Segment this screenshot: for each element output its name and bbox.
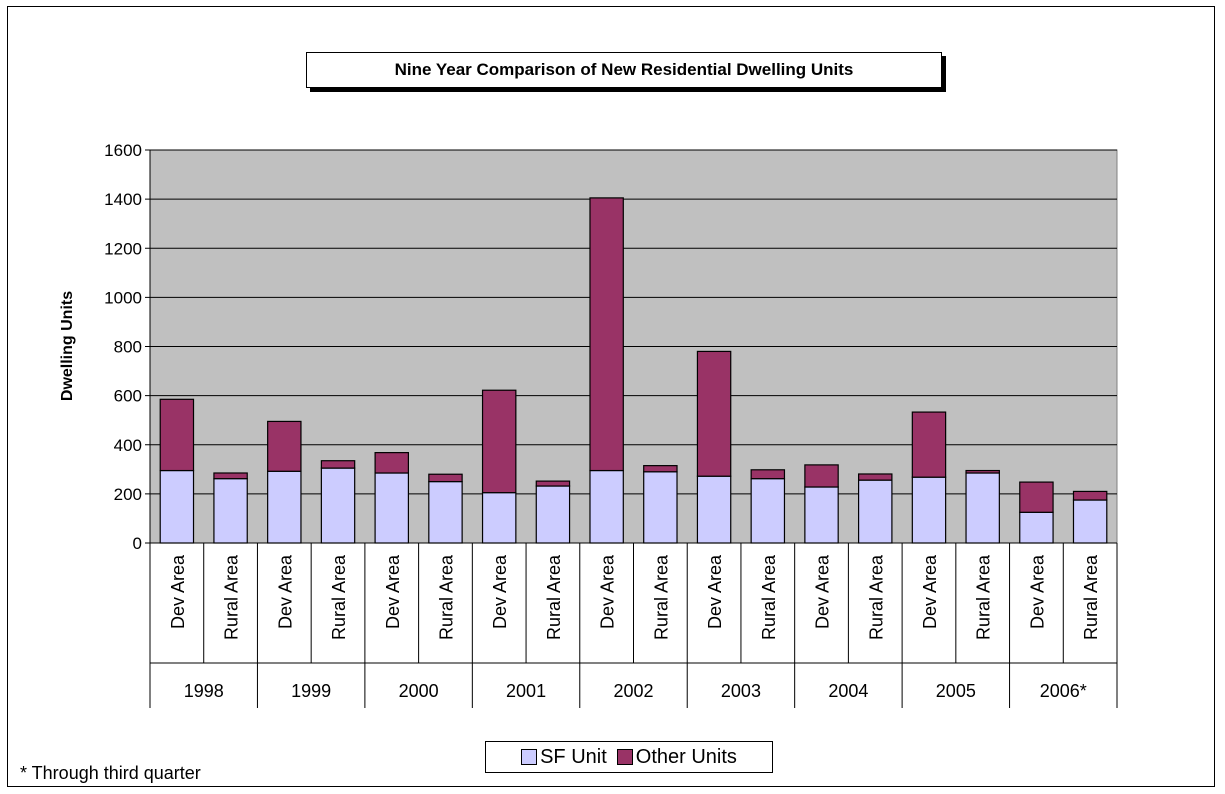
bar-segment-other-units — [320, 460, 356, 469]
bar-segment-sf-unit — [911, 476, 947, 544]
bar-segment-other-units — [1072, 490, 1108, 501]
bar-segment-other-units — [643, 465, 678, 473]
bar-segment-sf-unit — [750, 478, 786, 544]
bar-segment-sf-unit — [213, 478, 248, 544]
legend-label-other-units: Other Units — [635, 745, 737, 768]
bar-segment-other-units — [750, 469, 786, 480]
x-tick-label: Dev Area — [490, 554, 510, 629]
legend-item-sf-unit: SF Unit — [521, 746, 607, 769]
x-tick-label: Rural Area — [974, 554, 994, 640]
y-tick-label: 1000 — [104, 288, 142, 307]
bar-segment-other-units — [535, 480, 571, 487]
grid-lines — [150, 149, 1117, 495]
x-tick-label: Dev Area — [813, 554, 833, 629]
x-tick-label: Rural Area — [436, 554, 456, 640]
bar-segment-other-units — [804, 464, 839, 488]
bar-segment-other-units — [965, 469, 1000, 474]
bar-segment-other-units — [213, 472, 248, 480]
legend-swatch-other-units — [616, 749, 633, 765]
chart-title-text: Nine Year Comparison of New Residential … — [394, 60, 854, 79]
bar-segment-sf-unit — [481, 492, 517, 544]
y-tick-label: 800 — [114, 338, 142, 357]
bar-segment-sf-unit — [1019, 511, 1054, 544]
chart-title: Nine Year Comparison of New Residential … — [306, 52, 942, 88]
bar-segment-sf-unit — [374, 472, 410, 544]
bar-segment-other-units — [911, 411, 947, 478]
group-label: 2005 — [936, 681, 976, 701]
x-tick-label: Dev Area — [168, 554, 188, 629]
x-tick-label: Dev Area — [920, 554, 940, 629]
bar-segment-other-units — [1019, 481, 1054, 513]
bar-segment-other-units — [696, 350, 732, 477]
bar-segment-other-units — [481, 389, 517, 494]
y-tick-label: 0 — [133, 534, 142, 553]
bar-segment-sf-unit — [696, 475, 732, 544]
group-label: 2003 — [721, 681, 761, 701]
x-tick-label: Rural Area — [651, 554, 671, 640]
x-tick-label: Rural Area — [1081, 554, 1101, 640]
group-label: 2002 — [613, 681, 653, 701]
bar-segment-sf-unit — [428, 480, 463, 544]
axes: 0 200 400 600 800 1000 1200 1400 1600 Dev Area Rur… — [104, 141, 1118, 708]
legend-item-other-units: Other Units — [616, 745, 737, 769]
group-label: 2004 — [828, 681, 868, 701]
x-tick-label: Dev Area — [1027, 554, 1047, 629]
bar-segment-other-units — [857, 473, 893, 481]
x-tick-label: Dev Area — [705, 554, 725, 629]
bar-segment-sf-unit — [267, 470, 302, 544]
x-tick-label: Dev Area — [275, 554, 295, 629]
bars — [159, 197, 1108, 544]
bar-segment-sf-unit — [320, 467, 356, 544]
y-tick-label: 1200 — [104, 239, 142, 258]
bar-segment-sf-unit — [857, 479, 893, 544]
group-label: 2000 — [399, 681, 439, 701]
x-tick-label: Dev Area — [598, 554, 618, 629]
bar-segment-sf-unit — [589, 469, 624, 544]
bar-segment-other-units — [267, 420, 302, 472]
bar-segment-sf-unit — [1072, 499, 1108, 544]
group-label: 1999 — [291, 681, 331, 701]
y-tick-label: 1400 — [104, 190, 142, 209]
group-label: 2006* — [1040, 681, 1087, 701]
bar-segment-sf-unit — [535, 485, 571, 544]
y-tick-label: 600 — [114, 387, 142, 406]
bar-segment-other-units — [428, 473, 463, 483]
bar-segment-other-units — [374, 452, 410, 474]
x-tick-label: Rural Area — [866, 554, 886, 640]
legend-label-sf-unit: SF Unit — [540, 745, 607, 768]
y-tick-label: 1600 — [104, 141, 142, 160]
footnote: * Through third quarter — [20, 763, 201, 783]
x-tick-label: Rural Area — [329, 554, 349, 640]
group-label: 1998 — [184, 681, 224, 701]
bar-segment-other-units — [589, 197, 624, 472]
x-tick-label: Rural Area — [222, 554, 242, 640]
bar-segment-sf-unit — [159, 469, 195, 544]
group-label: 2001 — [506, 681, 546, 701]
bar-segment-other-units — [159, 398, 195, 472]
bar-segment-sf-unit — [804, 486, 839, 544]
y-axis-label: Dwelling Units — [59, 291, 76, 401]
x-tick-label: Dev Area — [383, 554, 403, 629]
legend-swatch-sf-unit — [521, 749, 538, 765]
bar-segment-sf-unit — [643, 471, 678, 544]
x-tick-label: Rural Area — [544, 554, 564, 640]
y-tick-label: 400 — [114, 436, 142, 455]
legend: SF Unit Other Units — [485, 741, 773, 773]
bar-segment-sf-unit — [965, 472, 1000, 544]
y-tick-label: 200 — [114, 485, 142, 504]
x-tick-label: Rural Area — [759, 554, 779, 640]
